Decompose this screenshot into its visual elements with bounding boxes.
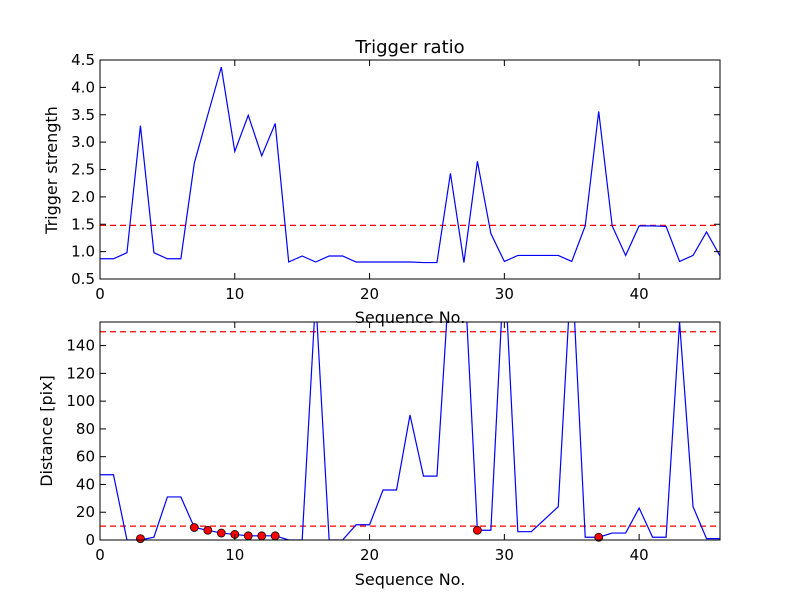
top-ytick-label: 3.5	[71, 106, 95, 124]
top-ytick-label: 1.0	[71, 243, 95, 261]
top-plot-area	[100, 66, 720, 264]
bottom-axes-frame	[99, 321, 721, 541]
bottom-marker-point	[472, 525, 482, 535]
bottom-chart-ylabel: Distance [pix]	[37, 375, 56, 487]
bottom-ytick-label: 80	[76, 420, 95, 438]
top-ytick-label: 4.0	[71, 78, 95, 96]
top-xtick-label: 30	[495, 285, 514, 303]
top-series-line-0	[100, 66, 720, 264]
bottom-xtick-label: 0	[95, 546, 105, 564]
top-chart-ylabel: Trigger strength	[42, 106, 61, 235]
bottom-marker-point	[270, 531, 280, 541]
bottom-xtick-label: 30	[495, 546, 514, 564]
top-xtick-label: 10	[225, 285, 244, 303]
bottom-ytick-label: 120	[66, 364, 95, 382]
bottom-ytick-label: 0	[85, 531, 95, 549]
bottom-xtick-label: 20	[360, 546, 379, 564]
bottom-ytick-label: 60	[76, 448, 95, 466]
bottom-marker-point	[594, 532, 604, 542]
bottom-plot-area	[100, 322, 720, 540]
bottom-chart-xlabel: Sequence No.	[355, 570, 466, 589]
bottom-xtick-label: 10	[225, 546, 244, 564]
bottom-ytick-label: 140	[66, 337, 95, 355]
bottom-chart-axes: 0 10 20 30 40 0 20 40 60 80 100 120 140	[66, 321, 721, 564]
top-ytick-label: 2.0	[71, 188, 95, 206]
top-chart-title: Trigger ratio	[354, 37, 464, 58]
top-ytick-label: 4.5	[71, 51, 95, 69]
top-ytick-label: 1.5	[71, 215, 95, 233]
bottom-marker-point	[189, 523, 199, 532]
bottom-ytick-label: 100	[66, 392, 95, 410]
top-chart-xlabel: Sequence No.	[355, 308, 466, 327]
top-chart-axes: 0 10 20 30 40 0.5 1.0 1.5 2.0 2.5 3.0 3.5 4.0 4.5	[71, 51, 721, 303]
top-xtick-label: 40	[630, 285, 649, 303]
top-ytick-label: 2.5	[71, 161, 95, 179]
top-xtick-label: 0	[95, 285, 105, 303]
bottom-series-line-0	[100, 322, 720, 540]
bottom-ytick-label: 40	[76, 475, 95, 493]
top-ytick-label: 0.5	[71, 270, 95, 288]
bottom-marker-point	[216, 528, 226, 538]
bottom-marker-point	[136, 534, 145, 544]
bottom-marker-point	[203, 525, 213, 535]
top-ytick-label: 3.0	[71, 133, 95, 151]
bottom-marker-point	[257, 531, 267, 541]
bottom-marker-point	[243, 531, 253, 541]
bottom-xtick-label: 40	[630, 546, 649, 564]
bottom-ytick-label: 20	[76, 503, 95, 521]
top-xtick-label: 20	[360, 285, 379, 303]
